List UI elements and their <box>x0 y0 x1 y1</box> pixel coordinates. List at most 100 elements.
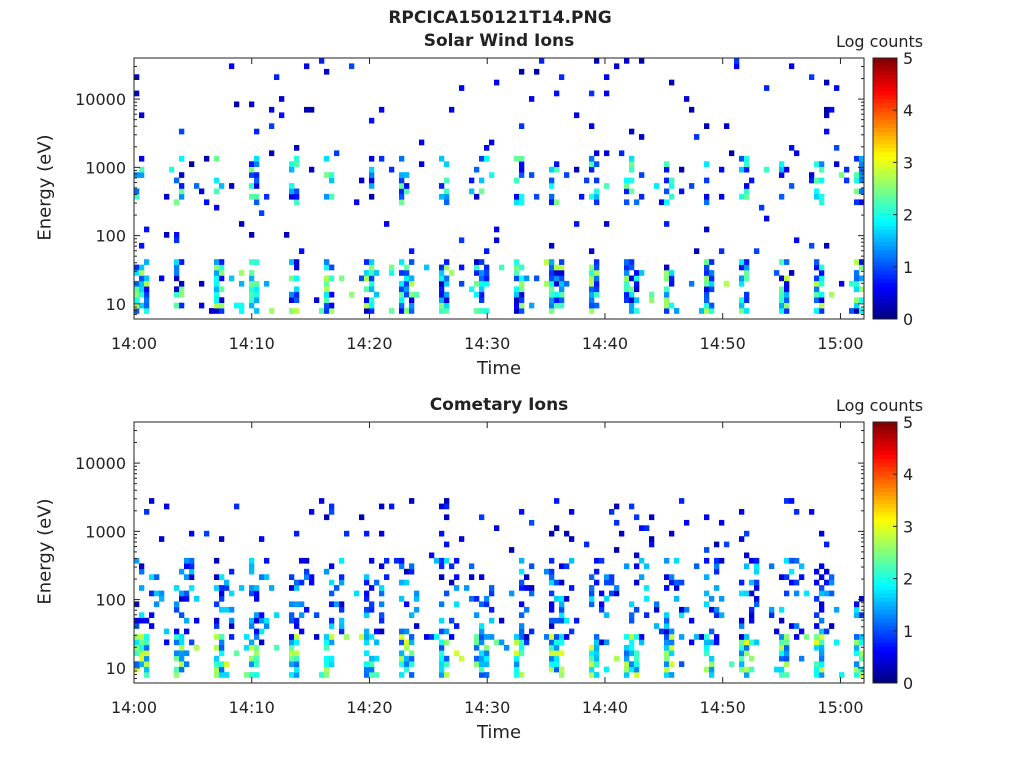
heatmap-cell <box>164 628 170 635</box>
heatmap-cell <box>329 291 335 298</box>
heatmap-cell <box>304 568 310 575</box>
heatmap-cell <box>709 606 715 613</box>
heatmap-cell <box>679 661 685 667</box>
heatmap-cell <box>554 90 560 97</box>
heatmap-cell <box>369 634 375 640</box>
heatmap-cell <box>439 574 445 580</box>
heatmap-cell <box>819 650 825 657</box>
heatmap-cell <box>324 259 330 265</box>
heatmap-cell <box>339 628 345 635</box>
heatmap-cell <box>564 280 570 287</box>
heatmap-cell <box>144 286 150 293</box>
heatmap-cell <box>639 172 645 178</box>
heatmap-cell <box>294 259 300 265</box>
heatmap-cell <box>484 601 490 608</box>
heatmap-cell <box>754 557 760 564</box>
heatmap-cell <box>254 199 260 206</box>
heatmap-cell <box>624 563 630 570</box>
heatmap-cell <box>479 280 485 287</box>
colorbar-segment <box>873 454 897 460</box>
heatmap-cell <box>594 58 600 64</box>
heatmap-cell <box>819 639 825 646</box>
colorbar-segment <box>873 221 897 226</box>
heatmap-cell <box>594 270 600 276</box>
heatmap-cell <box>289 161 295 167</box>
heatmap-cell <box>859 275 865 282</box>
heatmap-cell <box>549 259 555 265</box>
heatmap-cell <box>594 639 600 646</box>
colorbar-segment <box>873 442 897 447</box>
heatmap-cell <box>779 166 785 173</box>
heatmap-cell <box>739 644 745 651</box>
colorbar-segment <box>873 548 897 553</box>
heatmap-cell <box>669 275 675 282</box>
heatmap-cell <box>324 280 330 287</box>
heatmap-cell <box>134 270 140 276</box>
heatmap-cell <box>214 661 220 667</box>
heatmap-cell <box>614 585 620 591</box>
heatmap-cell <box>399 188 405 195</box>
heatmap-cell <box>334 601 340 608</box>
heatmap-cell <box>439 644 445 651</box>
colorbar-segment <box>873 86 897 92</box>
heatmap-cell <box>329 601 335 608</box>
heatmap-cell <box>589 123 595 129</box>
heatmap-cell <box>154 590 160 597</box>
heatmap-cell <box>214 264 220 271</box>
heatmap-cell <box>469 188 475 195</box>
y-tick-label: 100 <box>95 227 126 246</box>
heatmap-cell <box>669 177 675 184</box>
heatmap-cell <box>474 634 480 640</box>
heatmap-cell <box>414 606 420 613</box>
heatmap-cell <box>624 183 630 189</box>
heatmap-cell <box>319 308 325 314</box>
heatmap-cell <box>604 579 610 586</box>
heatmap-cell <box>294 666 300 673</box>
heatmap-cell <box>514 639 520 646</box>
heatmap-cell <box>249 280 255 287</box>
heatmap-cell <box>854 270 860 276</box>
colorbar-segment <box>873 233 897 238</box>
heatmap-cell <box>704 161 710 167</box>
heatmap-cell <box>484 280 490 287</box>
heatmap-cell <box>664 270 670 276</box>
heatmap-cell <box>649 536 655 542</box>
heatmap-cell <box>139 568 145 575</box>
heatmap-cell <box>669 644 675 651</box>
heatmap-cell <box>779 639 785 646</box>
heatmap-cell <box>824 590 830 597</box>
heatmap-cell <box>594 655 600 662</box>
heatmap-cell <box>444 503 450 510</box>
colorbar-segment <box>873 475 897 480</box>
heatmap-cell <box>859 259 865 265</box>
heatmap-cell <box>174 232 180 238</box>
heatmap-cell <box>194 644 200 651</box>
heatmap-cell <box>254 585 260 591</box>
heatmap-cell <box>634 552 640 559</box>
heatmap-cell <box>249 101 255 108</box>
heatmap-cell <box>179 655 185 662</box>
heatmap-cell <box>669 193 675 200</box>
heatmap-cell <box>369 655 375 662</box>
heatmap-cell <box>859 177 865 184</box>
heatmap-cell <box>234 503 240 510</box>
heatmap-cell <box>714 563 720 570</box>
heatmap-cell <box>779 672 785 678</box>
heatmap-cell <box>289 672 295 678</box>
colorbar-segment <box>873 654 897 660</box>
x-tick-label: 14:50 <box>700 334 746 353</box>
heatmap-cell <box>669 639 675 646</box>
heatmap-cell <box>524 585 530 591</box>
colorbar-tick-label: 3 <box>903 517 913 536</box>
heatmap-cell <box>304 63 310 70</box>
heatmap-cell <box>399 286 405 293</box>
heatmap-cell <box>364 574 370 580</box>
heatmap-cell <box>634 275 640 282</box>
heatmap-cell <box>334 150 340 157</box>
heatmap-cell <box>214 270 220 276</box>
heatmap-cell <box>749 557 755 564</box>
heatmap-cell <box>714 568 720 575</box>
heatmap-cell <box>799 655 805 662</box>
heatmap-cell <box>629 617 635 624</box>
heatmap-cell <box>824 579 830 586</box>
